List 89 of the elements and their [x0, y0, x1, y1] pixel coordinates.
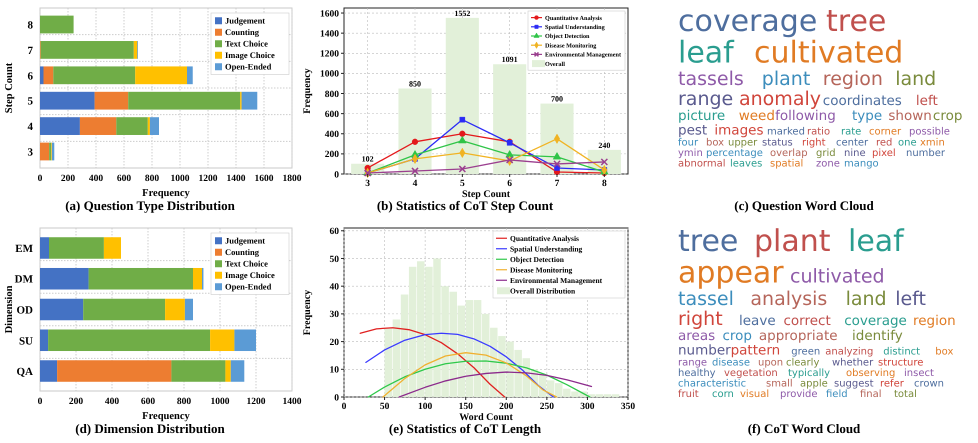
text: (e) Statistics of CoT Length [388, 421, 542, 436]
y-tick-label: 8 [28, 20, 34, 32]
word-cloud: tree plant leaf appear cultivated tassel analysis land left right leave correct coverage region areas crop appropriate identify numberpattern green analyzing distinct box range disease upon clearly whether structure healthy vegetation typically observing insect characteristic small apple suggest refer crown fruit corn visual provide field final total [678, 224, 956, 400]
x-axis-title: Frequency [142, 411, 191, 422]
y-tick-label: QA [16, 366, 34, 378]
y-tick-label: 60 [330, 227, 340, 238]
x-tick-label: 7 [554, 179, 560, 189]
x-axis-title: Frequency [142, 188, 191, 199]
y-tick-label: 50 [330, 254, 340, 265]
x-axis-title: Word Count [459, 412, 514, 423]
x-tick-label: 6 [507, 179, 512, 189]
x-tick-label: 1600 [254, 174, 274, 184]
x-tick-label: 1800 [282, 174, 302, 184]
y-tick-label: 3 [28, 146, 34, 158]
legend-label: Counting [225, 247, 260, 258]
legend-label: Image Choice [225, 50, 276, 60]
y-tick-label: 10 [330, 366, 340, 376]
text: (a) Question Type Distribution [65, 198, 236, 213]
data-label: 102 [362, 154, 374, 164]
x-tick-label: 200 [68, 397, 84, 407]
x-tick-label: 3 [365, 179, 370, 189]
x-tick-label: 1200 [246, 397, 266, 407]
x-tick-label: 200 [60, 174, 76, 184]
y-tick-label: 1400 [320, 29, 340, 40]
y-tick-label: 600 [324, 110, 340, 120]
y-tick-label: 4 [28, 121, 34, 134]
x-tick-label: 5 [460, 179, 465, 189]
legend-label: Open-Ended [225, 62, 272, 72]
x-tick-label: 1400 [282, 397, 302, 407]
y-tick-label: 7 [28, 44, 34, 57]
data-label: 1552 [454, 8, 470, 18]
x-tick-label: 800 [144, 174, 160, 184]
y-tick-label: 5 [28, 96, 34, 108]
x-tick-label: 8 [602, 179, 607, 189]
x-tick-label: 50 [380, 402, 390, 412]
x-tick-label: 0 [342, 402, 347, 412]
x-tick-label: 800 [176, 397, 192, 407]
x-tick-label: 400 [88, 174, 104, 184]
y-tick-label: OD [16, 304, 34, 316]
y-tick-label: 1000 [320, 70, 340, 80]
legend-label: Judgement [225, 236, 266, 246]
legend-label: Text Choice [225, 38, 268, 49]
y-tick-label: 800 [324, 90, 340, 100]
legend-label: Image Choice [225, 270, 276, 280]
x-tick-label: 0 [38, 174, 43, 184]
x-tick-label: 200 [499, 402, 514, 412]
x-axis-title: Step Count [462, 189, 511, 200]
legend-label: Open-Ended [225, 282, 272, 292]
y-tick-label: 20 [330, 338, 340, 348]
y-tick-label: 1600 [320, 9, 340, 20]
x-tick-label: 100 [418, 402, 433, 412]
x-tick-label: 350 [620, 402, 636, 412]
text: (d) Dimension Distribution [75, 421, 226, 436]
x-tick-label: 150 [458, 402, 474, 412]
x-tick-label: 1400 [226, 174, 246, 184]
legend-label: Judgement [225, 16, 266, 26]
legend-label: Counting [225, 27, 260, 38]
data-label: 850 [409, 79, 421, 88]
y-tick-label: 40 [330, 282, 340, 292]
y-tick-label: 30 [330, 310, 340, 320]
data-label: 1091 [502, 55, 518, 64]
y-tick-label: 200 [324, 150, 340, 160]
x-tick-label: 1000 [170, 174, 190, 184]
data-label: 240 [598, 140, 610, 150]
x-tick-label: 1200 [198, 174, 218, 184]
y-tick-label: 6 [28, 70, 34, 82]
x-tick-label: 1000 [210, 397, 230, 407]
x-tick-label: 600 [116, 174, 132, 184]
y-tick-label: EM [15, 242, 34, 255]
y-tick-label: 400 [324, 130, 340, 140]
y-axis-title: Frequency [302, 68, 313, 114]
text: (f) CoT Word Cloud [748, 421, 862, 436]
text: (c) Question Word Cloud [734, 198, 875, 213]
y-tick-label: 1200 [320, 50, 340, 60]
x-tick-label: 400 [104, 397, 120, 407]
x-tick-label: 0 [38, 397, 43, 407]
y-axis-title: Frequency [302, 290, 313, 336]
x-tick-label: 600 [140, 397, 156, 407]
text: (b) Statistics of CoT Step Count [376, 198, 554, 213]
legend-label: Text Choice [225, 258, 268, 269]
y-axis-title: Dimension [4, 285, 15, 334]
x-tick-label: 300 [580, 402, 595, 412]
y-tick-label: DM [14, 274, 34, 286]
y-axis-title: Step Count [4, 62, 15, 114]
data-label: 700 [551, 94, 563, 104]
x-tick-label: 250 [540, 402, 554, 412]
word-cloud: coverage tree leaf cultivated tassels plant region land range anomaly coordinates left picture weedfollowing type showncrop pest images marked ratio rate corner possible four box upper status right center red one xmin ymin percentage overlap grid nine pixel number abnormal leaves spatial zone mango [678, 4, 962, 170]
y-tick-label: SU [18, 335, 34, 348]
x-tick-label: 4 [412, 179, 418, 189]
